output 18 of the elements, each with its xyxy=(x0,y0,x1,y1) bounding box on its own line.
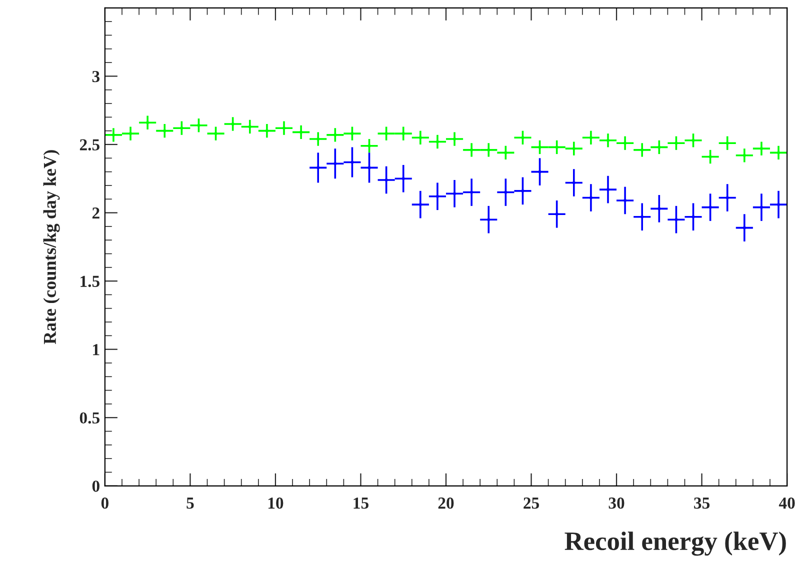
x-tick-label: 25 xyxy=(524,498,539,509)
x-tick-label: 15 xyxy=(354,498,368,509)
x-tick-label: 40 xyxy=(778,497,795,509)
y-tick-label: 0 xyxy=(92,480,100,492)
y-tick-label: 3 xyxy=(92,70,100,82)
x-tick-label: 30 xyxy=(608,497,624,509)
y-axis-title: Rate (counts/kg day keV) xyxy=(43,150,60,344)
x-tick-label: 35 xyxy=(694,498,710,509)
x-tick-label: 0 xyxy=(101,497,108,509)
y-tick-label: 1.5 xyxy=(80,276,100,288)
x-tick-label: 20 xyxy=(438,497,454,509)
y-tick-label: 2 xyxy=(92,208,100,219)
x-axis-title: Recoil energy (keV) xyxy=(564,532,786,556)
y-tick-label: 1 xyxy=(93,344,100,356)
x-tick-label: 5 xyxy=(186,498,194,509)
y-tick-label: 0.5 xyxy=(80,412,100,424)
y-tick-label: 2.5 xyxy=(80,139,100,150)
x-tick-label: 10 xyxy=(268,497,284,509)
